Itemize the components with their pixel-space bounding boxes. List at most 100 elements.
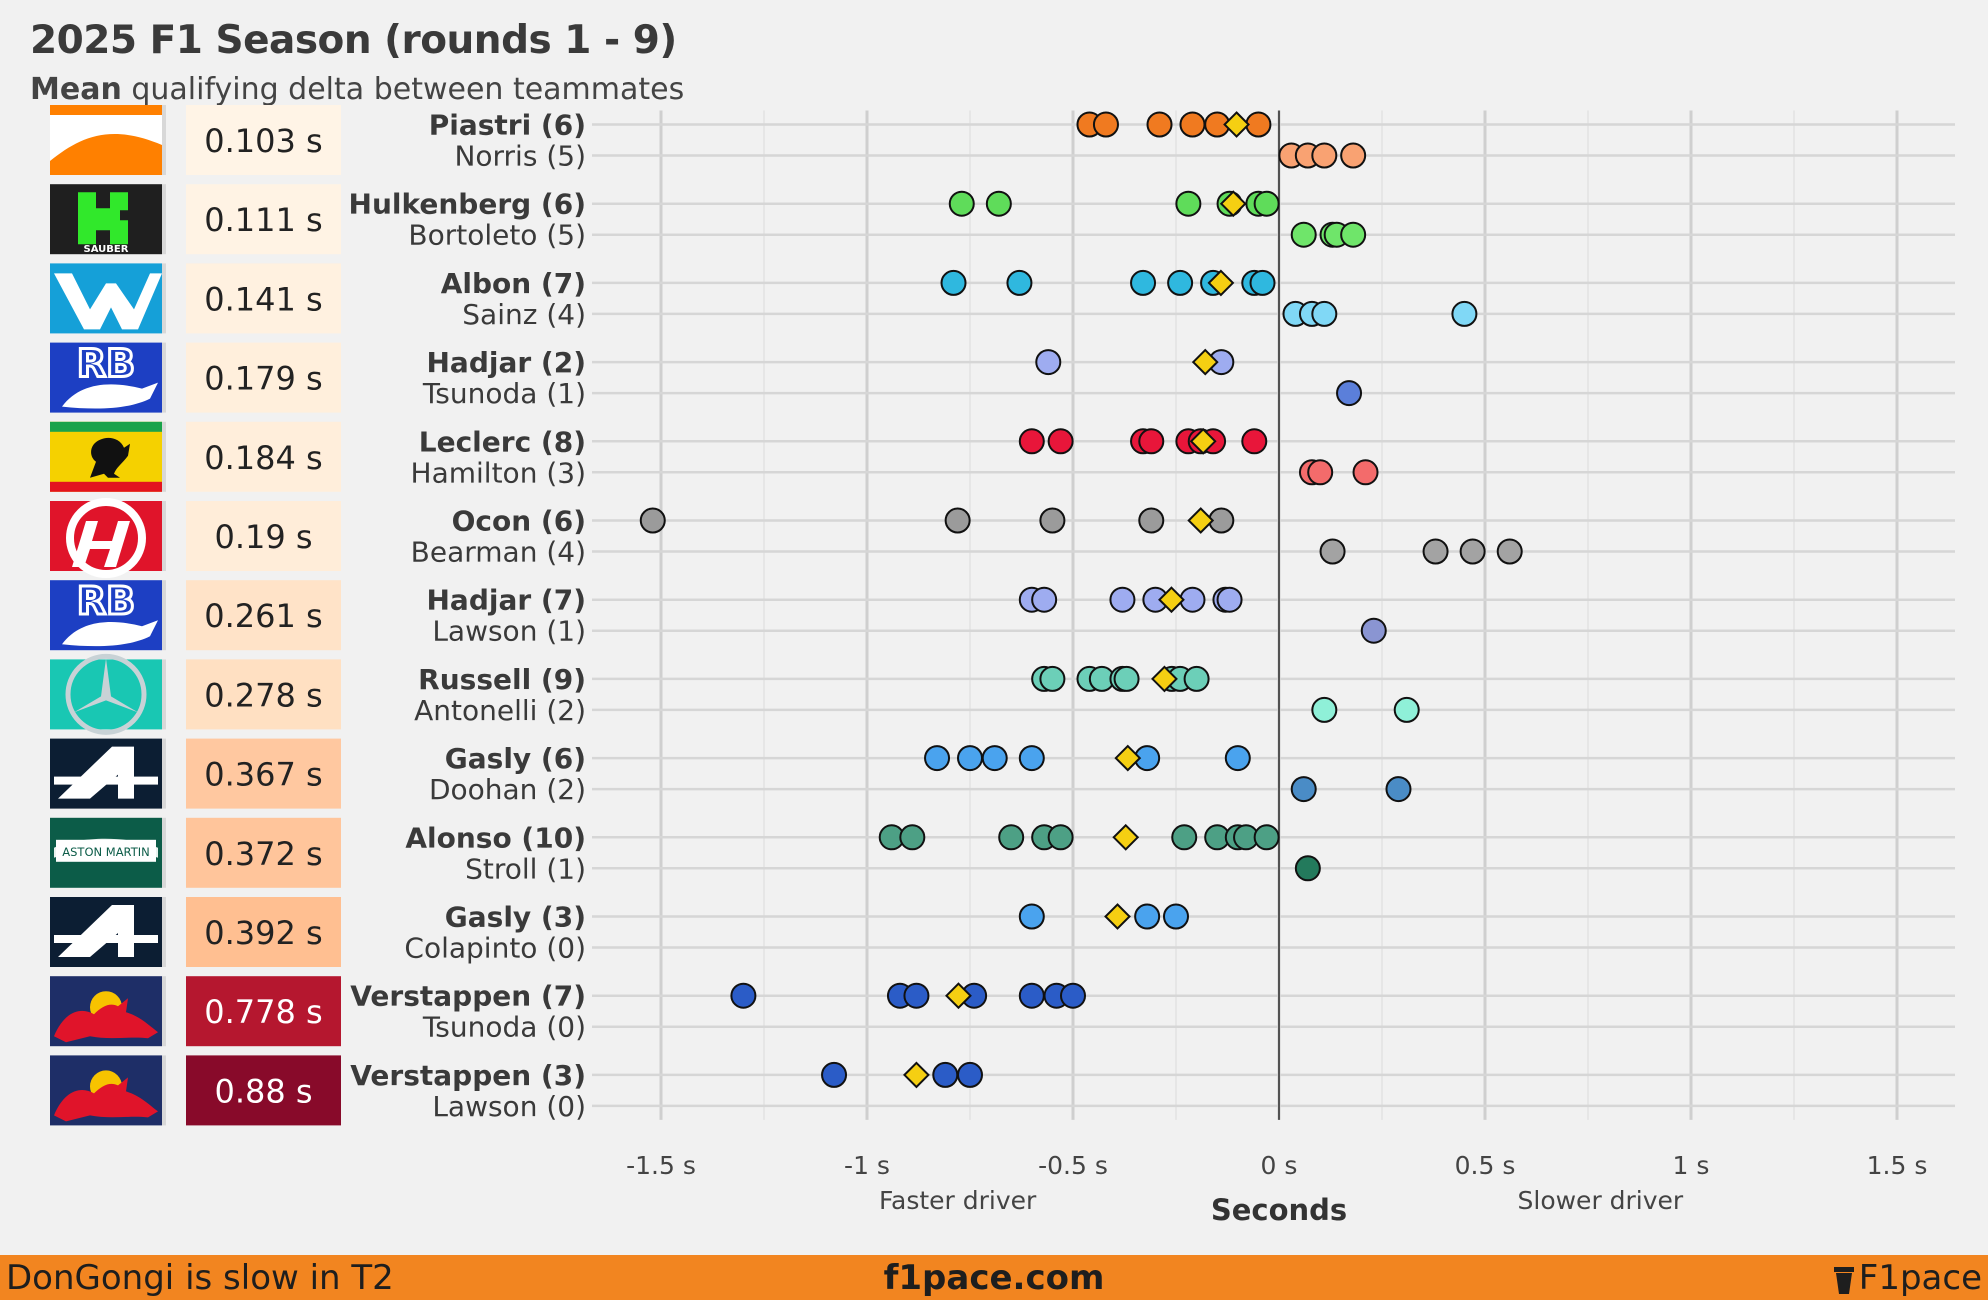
delta-point xyxy=(1138,507,1165,534)
mean-diamond-marker xyxy=(1158,586,1185,614)
mean-diamond-marker xyxy=(1191,348,1219,376)
delta-point xyxy=(1360,617,1387,644)
x-tick-label: 0 s xyxy=(1261,1151,1298,1180)
delta-point xyxy=(1422,538,1449,565)
driver-2-label: Doohan (2) xyxy=(429,773,586,806)
footer-brand: F1pace xyxy=(1833,1258,1982,1298)
pair-row: 0.778 s Verstappen (7)Tsunoda (0) xyxy=(50,976,1086,1047)
driver-2-label: Hamilton (3) xyxy=(411,456,586,489)
alpine-logo-icon xyxy=(50,738,166,809)
delta-point xyxy=(1175,190,1202,217)
x-tick-label: 1.5 s xyxy=(1867,1151,1928,1180)
delta-point xyxy=(932,1061,959,1088)
driver-2-label: Bearman (4) xyxy=(411,536,586,569)
racing-bulls-logo-icon: RB xyxy=(50,340,166,413)
delta-point xyxy=(940,269,967,296)
x-tick-label: -1 s xyxy=(844,1151,890,1180)
cup-icon xyxy=(1833,1266,1854,1294)
mean-cell xyxy=(186,817,341,888)
mean-cell xyxy=(186,501,341,571)
driver-1-label: Verstappen (3) xyxy=(350,1059,586,1092)
pair-row: 0.141 s Albon (7)Sainz (4) xyxy=(50,263,1478,334)
x-tick-label: 1 s xyxy=(1673,1151,1710,1180)
driver-1-label: Hulkenberg (6) xyxy=(349,188,586,221)
pair-row: RB 0.261 s Hadjar (7)Lawson (1) xyxy=(50,578,1387,651)
pair-row: 0.184 s Leclerc (8)Hamilton (3) xyxy=(50,421,1379,492)
delta-point xyxy=(1319,538,1346,565)
driver-2-label: Stroll (1) xyxy=(465,852,586,885)
sauber-wordmark: SAUBER xyxy=(84,244,129,255)
mercedes-logo-icon xyxy=(50,653,166,735)
red-bull-logo-icon xyxy=(50,976,166,1047)
driver-2-label: Norris (5) xyxy=(454,140,586,173)
haas-logo-icon xyxy=(50,498,166,578)
subtitle-bold: Mean xyxy=(30,72,122,107)
driver-1-label: Hadjar (7) xyxy=(427,584,587,617)
mean-delta-label: 0.111 s xyxy=(204,201,322,239)
delta-point xyxy=(1138,428,1165,455)
delta-point xyxy=(1385,776,1412,803)
delta-point xyxy=(985,190,1012,217)
delta-point xyxy=(1393,696,1420,723)
aston-martin-wordmark: ASTON MARTIN xyxy=(62,845,149,859)
driver-1-label: Verstappen (7) xyxy=(350,980,586,1013)
delta-point xyxy=(1294,855,1321,882)
driver-1-label: Gasly (6) xyxy=(445,742,586,775)
delta-point xyxy=(1216,586,1243,613)
delta-point xyxy=(1039,507,1066,534)
mean-delta-label: 0.19 s xyxy=(214,518,312,556)
pair-row: ASTON MARTIN 0.372 s Alonso (10)Stroll (1) xyxy=(50,817,1321,888)
mean-delta-label: 0.103 s xyxy=(204,122,322,160)
driver-2-label: Tsunoda (0) xyxy=(422,1011,586,1044)
delta-point xyxy=(1092,111,1119,138)
mean-delta-label: 0.184 s xyxy=(204,439,322,477)
delta-point xyxy=(1039,665,1066,692)
delta-point xyxy=(1060,982,1086,1009)
delta-point xyxy=(944,507,971,534)
delta-point xyxy=(1249,269,1276,296)
mean-diamond-marker xyxy=(1151,665,1178,693)
delta-point xyxy=(1340,142,1367,169)
alpine-logo-icon xyxy=(50,897,166,967)
delta-point xyxy=(957,745,983,772)
slower-driver-annotation: Slower driver xyxy=(1518,1186,1684,1215)
chart-subtitle: Mean qualifying delta between teammates xyxy=(30,72,684,107)
racing-bulls-logo-icon: RB xyxy=(50,578,166,651)
pair-row: 0.19 s Ocon (6)Bearman (4) xyxy=(50,498,1523,578)
mean-diamond-marker xyxy=(1104,903,1131,930)
delta-point xyxy=(1307,459,1334,486)
delta-point xyxy=(639,507,666,534)
mean-delta-label: 0.367 s xyxy=(204,756,322,794)
driver-1-label: Albon (7) xyxy=(441,267,586,300)
mean-diamond-marker xyxy=(1187,507,1215,534)
sauber-logo-icon: SAUBER xyxy=(50,184,166,255)
delta-point xyxy=(1253,824,1280,851)
mean-cell xyxy=(186,263,341,334)
x-tick-label: -0.5 s xyxy=(1038,1151,1108,1180)
delta-point xyxy=(1311,696,1338,723)
chart-title: 2025 F1 Season (rounds 1 - 9) xyxy=(30,18,677,63)
delta-point xyxy=(1035,349,1062,376)
driver-1-label: Hadjar (2) xyxy=(427,346,587,379)
delta-point xyxy=(1340,221,1367,248)
delta-point xyxy=(1171,824,1198,851)
delta-point xyxy=(1241,428,1268,455)
footer-bar: DonGongi is slow in T2 f1pace.com F1pace xyxy=(0,1255,1988,1300)
delta-point xyxy=(1183,665,1210,692)
pair-row: 0.367 s Gasly (6)Doohan (2) xyxy=(50,738,1412,809)
mean-diamond-marker xyxy=(1223,111,1250,138)
driver-1-label: Alonso (10) xyxy=(405,821,586,854)
mean-diamond-marker xyxy=(903,1061,930,1089)
footer-site-link[interactable]: f1pace.com xyxy=(883,1258,1105,1298)
mean-delta-label: 0.372 s xyxy=(204,835,322,873)
mean-diamond-marker xyxy=(945,982,972,1010)
delta-point xyxy=(1134,903,1161,930)
subtitle-rest: qualifying delta between teammates xyxy=(121,72,685,107)
mean-diamond-marker xyxy=(1219,190,1247,218)
delta-point xyxy=(981,745,1008,772)
grid-lines xyxy=(592,110,1955,1120)
driver-1-label: Leclerc (8) xyxy=(419,425,586,458)
delta-point xyxy=(1451,300,1478,327)
delta-point xyxy=(1146,111,1173,138)
rb-wordmark: RB xyxy=(77,342,135,386)
